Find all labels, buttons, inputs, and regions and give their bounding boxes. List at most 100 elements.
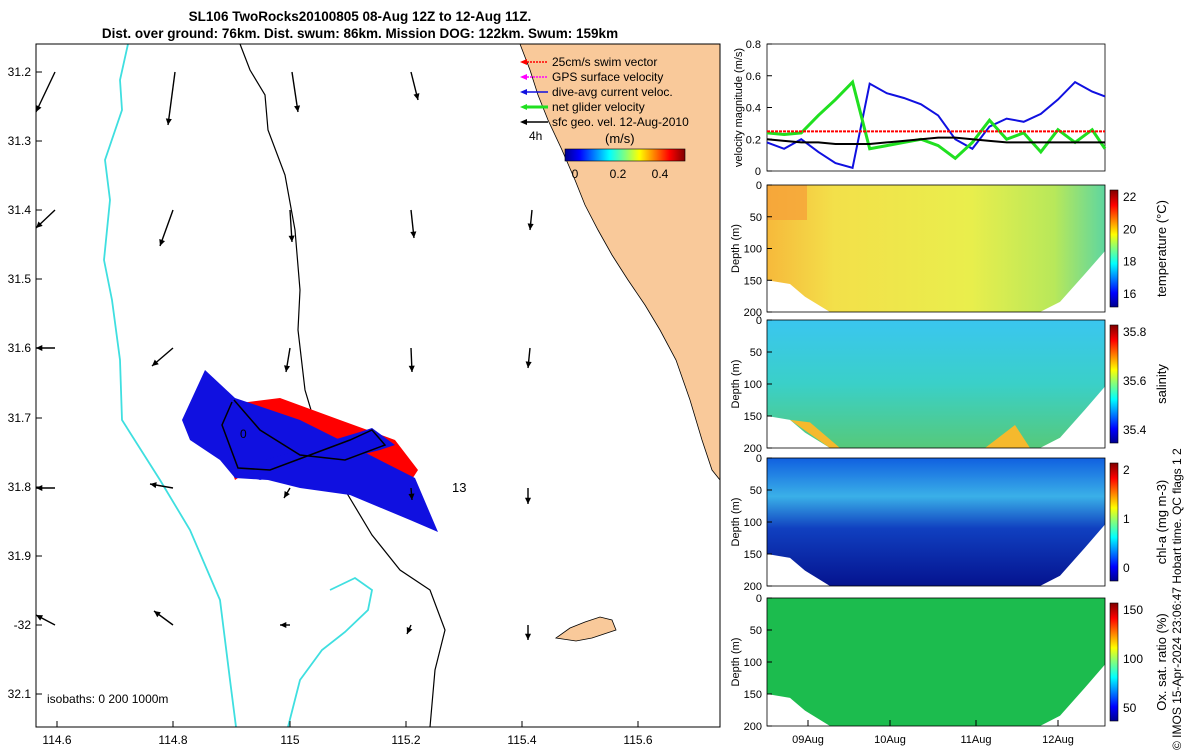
- colorbar-label: temperature (°C): [1154, 200, 1169, 297]
- speed-colorbar: [564, 148, 686, 162]
- section-colorbar: [1109, 189, 1119, 308]
- map-panel: 0 13 114.6 114.8 115 115.2 115.4 115.6 31.2 31…: [8, 43, 721, 747]
- section-y-axis-label: Depth (m): [730, 224, 742, 273]
- section-y-axis-label: Depth (m): [730, 638, 742, 687]
- surface-velocity-arrow: [159, 209, 174, 247]
- map-y-tick-label: 32.1: [8, 687, 32, 701]
- map-y-tick-label: -32: [14, 618, 32, 632]
- section-y-tick-label: 0: [756, 453, 762, 465]
- isobath-200: [239, 43, 446, 728]
- island: [554, 616, 617, 642]
- map-y-tick-label: 31.2: [8, 65, 32, 79]
- surface-velocity-arrow: [284, 347, 291, 373]
- section-y-tick-label: 150: [744, 275, 762, 287]
- section-panel: 0 50 100 150 200 Depth (m) 2 1 0 chl-a (mg m-3): [730, 453, 1169, 593]
- colorbar-tick-label: 1: [1123, 512, 1130, 526]
- map-x-tick-label: 115.4: [507, 733, 536, 747]
- map-x-tick-label: 114.8: [158, 733, 187, 747]
- section-y-axis-label: Depth (m): [730, 498, 742, 547]
- velocity-panel: 0 0.2 0.4 0.6 0.8 velocity magnitude (m/s): [733, 39, 1107, 178]
- track-end-label: 13: [452, 480, 466, 495]
- surface-velocity-arrow: [291, 71, 301, 113]
- map-y-tick-label: 31.9: [8, 549, 32, 563]
- section-panel: 0 50 100 150 200 Depth (m) 22 20 18 16 temperature…: [730, 180, 1169, 319]
- surface-velocity-arrow: [35, 71, 56, 113]
- colorbar-tick-label: 0.4: [652, 167, 669, 181]
- legend-label: net glider velocity: [552, 100, 645, 114]
- legend-label: sfc geo. vel. 12-Aug-2010: [552, 115, 689, 129]
- surface-velocity-arrow: [408, 487, 415, 501]
- section-field: [767, 458, 1105, 586]
- velocity-y-tick-label: 0.4: [746, 103, 761, 115]
- section-y-tick-label: 50: [750, 212, 762, 224]
- section-x-tick-label: 10Aug: [874, 734, 906, 746]
- colorbar-tick-label: 0.2: [610, 167, 627, 181]
- velocity-y-tick-label: 0.8: [746, 39, 761, 51]
- surface-velocity-arrow: [288, 209, 295, 243]
- section-y-tick-label: 100: [744, 517, 762, 529]
- map-y-tick-label: 31.8: [8, 480, 32, 494]
- section-y-tick-label: 50: [750, 485, 762, 497]
- section-y-tick-label: 150: [744, 689, 762, 701]
- section-y-axis-label: Depth (m): [730, 360, 742, 409]
- colorbar-tick-label: 35.8: [1123, 325, 1147, 339]
- section-y-tick-label: 100: [744, 244, 762, 256]
- legend-item: 25cm/s swim vector: [520, 55, 657, 69]
- isobath-0: [103, 43, 373, 728]
- colorbar-tick-label: 150: [1123, 603, 1143, 617]
- section-y-tick-label: 0: [756, 315, 762, 327]
- surface-velocity-arrow: [36, 484, 55, 492]
- surface-velocity-arrow: [524, 488, 532, 504]
- section-colorbar: [1109, 324, 1119, 444]
- section-y-tick-label: 50: [750, 347, 762, 359]
- surface-velocity-arrow: [406, 624, 413, 635]
- section-colorbar: [1109, 602, 1119, 722]
- map-y-tick-label: 31.7: [8, 411, 32, 425]
- legend-item: GPS surface velocity: [520, 70, 663, 84]
- surface-velocity-arrow: [35, 209, 56, 229]
- colorbar-tick-label: 0: [1123, 561, 1130, 575]
- velocity-y-tick-label: 0.2: [746, 134, 761, 146]
- colorbar-label: Ox. sat. ratio (%): [1154, 613, 1169, 711]
- colorbar-tick-label: 0: [572, 167, 579, 181]
- surface-velocity-arrow: [410, 209, 417, 239]
- colorbar-tick-label: 22: [1123, 190, 1137, 204]
- velocity-y-axis-label: velocity magnitude (m/s): [733, 48, 745, 167]
- velocity-series-line: [766, 80, 1106, 170]
- surface-velocity-arrow: [149, 482, 174, 489]
- chart-title-line2: Dist. over ground: 76km. Dist. swum: 86k…: [101, 26, 619, 41]
- section-y-tick-label: 50: [750, 625, 762, 637]
- map-x-tick-label: 115.6: [623, 733, 652, 747]
- section-y-tick-label: 150: [744, 549, 762, 561]
- legend-label: 25cm/s swim vector: [552, 55, 657, 69]
- velocity-y-tick-label: 0: [755, 166, 761, 178]
- colorbar-tick-label: 35.4: [1123, 423, 1147, 437]
- map-y-tick-label: 31.4: [8, 203, 32, 217]
- legend-label: GPS surface velocity: [552, 70, 663, 84]
- section-y-tick-label: 100: [744, 657, 762, 669]
- surface-velocity-arrow: [280, 621, 290, 629]
- section-field: [767, 598, 1105, 726]
- map-y-tick-label: 31.5: [8, 272, 32, 286]
- velocity-series-line: [766, 79, 1107, 161]
- colorbar-tick-label: 100: [1123, 652, 1143, 666]
- map-x-tick-label: 115.2: [391, 733, 420, 747]
- section-y-tick-label: 200: [744, 443, 762, 455]
- colorbar-tick-label: 2: [1123, 463, 1130, 477]
- section-y-tick-label: 200: [744, 307, 762, 319]
- surface-velocity-arrow: [524, 625, 532, 640]
- track-start-label: 0: [240, 427, 247, 441]
- colorbar-label: chl-a (mg m-3): [1154, 480, 1169, 565]
- colorbar-unit: (m/s): [605, 131, 635, 146]
- section-y-tick-label: 0: [756, 180, 762, 192]
- section-y-tick-label: 100: [744, 379, 762, 391]
- section-colorbar: [1109, 462, 1119, 582]
- section-y-tick-label: 200: [744, 721, 762, 733]
- legend-item: net glider velocity: [520, 100, 645, 114]
- glider-track: [221, 399, 387, 471]
- legend-item: dive-avg current veloc.: [520, 85, 673, 99]
- map-frame: [35, 43, 721, 728]
